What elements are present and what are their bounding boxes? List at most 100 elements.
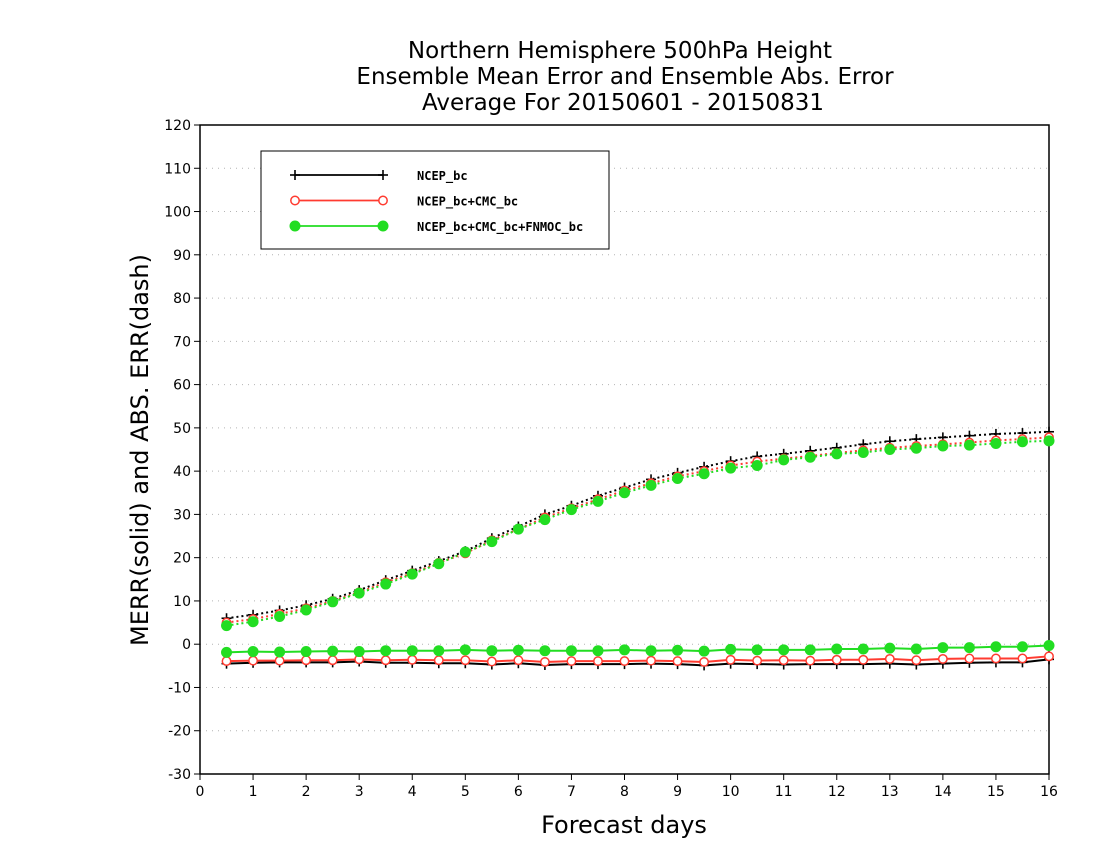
- abs-err-point: [221, 620, 233, 632]
- x-axis-title: Forecast days: [541, 811, 707, 839]
- legend-item: NCEP_bc+CMC_bc+FNMOC_bc: [289, 220, 583, 235]
- merr-point: [990, 653, 1001, 664]
- legend-marker: [290, 170, 300, 180]
- abs-err-point: [274, 611, 286, 623]
- y-tick-label: 60: [173, 378, 191, 394]
- merr-point: [592, 645, 604, 657]
- x-tick-label: 7: [567, 784, 576, 800]
- merr-point: [964, 653, 975, 664]
- merr-point: [539, 656, 550, 667]
- y-tick-label: 110: [164, 161, 191, 177]
- abs-err-point: [1016, 436, 1028, 448]
- abs-err-point: [592, 495, 604, 507]
- x-tick-label: 0: [196, 784, 205, 800]
- merr-point: [1017, 653, 1028, 664]
- abs-err-point: [380, 578, 392, 590]
- abs-err-point: [963, 439, 975, 451]
- merr-point: [672, 644, 684, 656]
- y-tick-label: 50: [173, 421, 191, 437]
- x-tick-label: 5: [461, 784, 470, 800]
- abs-err-point: [698, 468, 710, 480]
- abs-err-point: [804, 451, 816, 463]
- merr-point: [646, 655, 656, 666]
- merr-point: [380, 645, 392, 657]
- legend: NCEP_bc NCEP_bc+CMC_bc NCEP_bc+CMC_bc+FNMO…: [260, 150, 610, 250]
- abs-err-point: [778, 454, 790, 466]
- merr-point: [990, 641, 1002, 653]
- x-tick-label: 16: [1040, 784, 1058, 800]
- y-tick-label: -20: [168, 724, 191, 740]
- merr-point: [380, 655, 391, 666]
- merr-point: [937, 653, 948, 664]
- merr-point: [778, 655, 789, 666]
- merr-point: [752, 655, 763, 666]
- merr-point: [327, 655, 338, 666]
- merr-point: [486, 645, 498, 657]
- y-axis-title: MERR(solid) and ABS. ERR(dash): [126, 254, 154, 646]
- abs-err-point: [353, 587, 365, 599]
- abs-err-point: [1043, 435, 1055, 447]
- merr-point: [1044, 651, 1054, 662]
- merr-point: [910, 643, 922, 655]
- merr-point: [937, 642, 949, 654]
- merr-point: [565, 645, 577, 657]
- abs-err-point: [619, 487, 630, 499]
- merr-point: [459, 644, 471, 656]
- chart-title-line-3: Average For 20150601 - 20150831: [422, 90, 824, 116]
- merr-point: [221, 646, 233, 658]
- x-tick-label: 13: [881, 784, 899, 800]
- y-tick-label: 20: [173, 551, 191, 567]
- legend-marker: [377, 220, 389, 232]
- merr-point: [327, 645, 339, 657]
- series-3: [221, 435, 1055, 658]
- merr-point: [831, 654, 842, 665]
- abs-err-point: [645, 479, 657, 491]
- abs-err-point: [725, 462, 737, 474]
- abs-err-point: [433, 558, 445, 570]
- merr-point: [884, 653, 895, 664]
- merr-point: [247, 646, 259, 658]
- chart-title: Northern Hemisphere 500hPa Height Ensemb…: [356, 38, 894, 116]
- y-tick-label: 0: [182, 637, 191, 653]
- merr-point: [486, 656, 497, 667]
- x-tick-label: 12: [828, 784, 846, 800]
- merr-point: [751, 644, 763, 656]
- abs-err-point: [247, 616, 259, 628]
- merr-point: [353, 646, 365, 658]
- legend-marker: [378, 170, 388, 180]
- abs-err-point: [831, 448, 843, 460]
- merr-point: [884, 642, 896, 654]
- merr-point: [221, 656, 232, 667]
- y-tick-label: 30: [173, 507, 191, 523]
- abs-err-point: [486, 536, 498, 548]
- merr-point: [699, 656, 710, 667]
- x-tick-label: 8: [620, 784, 629, 800]
- merr-point: [248, 655, 259, 666]
- x-tick-label: 15: [987, 784, 1005, 800]
- legend-marker: [378, 195, 388, 206]
- x-tick-label: 6: [514, 784, 523, 800]
- abs-err-point: [990, 437, 1002, 449]
- merr-point: [1016, 641, 1028, 653]
- legend-label: NCEP_bc: [417, 169, 468, 184]
- abs-err-point: [672, 472, 684, 484]
- x-tick-label: 9: [673, 784, 682, 800]
- merr-point: [619, 656, 630, 667]
- y-tick-label: -30: [168, 767, 191, 783]
- chart-title-line-2: Ensemble Mean Error and Ensemble Abs. Er…: [356, 64, 894, 90]
- y-tick-label: 10: [173, 594, 191, 610]
- merr-point: [911, 655, 922, 666]
- merr-point: [274, 646, 286, 658]
- legend-item: NCEP_bc: [290, 169, 468, 184]
- chart-title-line-1: Northern Hemisphere 500hPa Height: [408, 38, 832, 64]
- abs-err-point: [539, 514, 551, 526]
- merr-point: [539, 645, 551, 657]
- abs-err-point: [300, 604, 312, 616]
- abs-err-point: [459, 546, 471, 558]
- abs-err-point: [327, 596, 339, 608]
- y-tick-label: 80: [173, 291, 191, 307]
- merr-point: [433, 645, 445, 657]
- x-tick-label: 1: [249, 784, 258, 800]
